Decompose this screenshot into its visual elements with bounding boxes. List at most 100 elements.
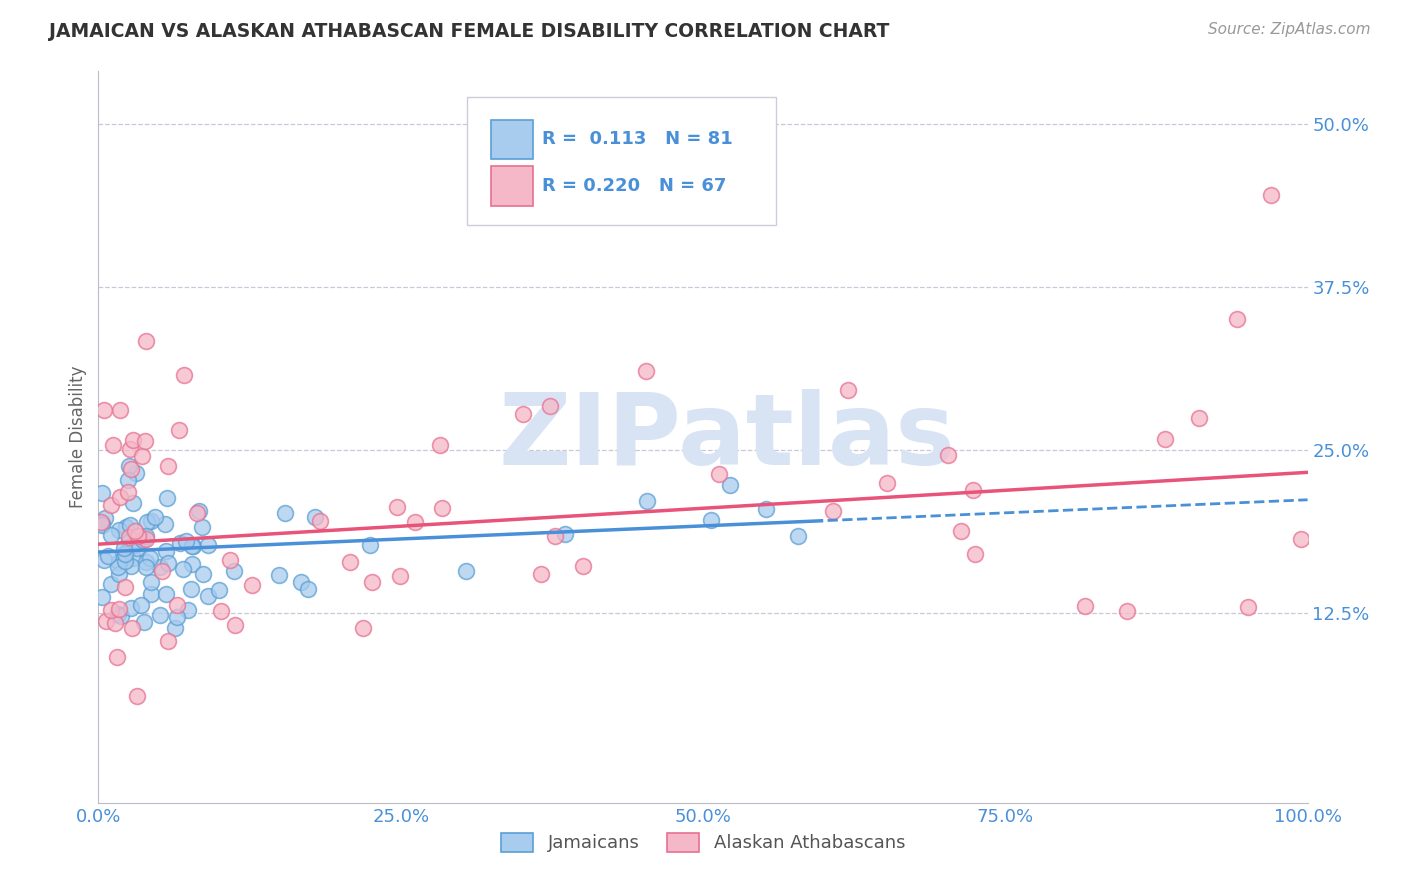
- Point: [105, 650, 128, 665]
- Point: [222, 564, 245, 578]
- Point: [240, 578, 263, 592]
- Point: [91, 517, 114, 532]
- Point: [103, 438, 125, 452]
- Point: [118, 458, 141, 473]
- Point: [224, 618, 246, 632]
- Point: [169, 423, 191, 437]
- Point: [269, 568, 291, 582]
- Point: [700, 513, 723, 527]
- Point: [118, 530, 141, 544]
- Point: [125, 541, 148, 556]
- Point: [122, 496, 145, 510]
- Point: [93, 511, 115, 525]
- Point: [108, 524, 131, 538]
- Point: [139, 551, 162, 566]
- Point: [176, 603, 198, 617]
- Point: [107, 559, 129, 574]
- Point: [755, 502, 778, 516]
- Point: [404, 515, 426, 529]
- Point: [572, 558, 595, 573]
- Point: [962, 483, 984, 498]
- Point: [707, 467, 730, 481]
- Point: [112, 541, 135, 555]
- Point: [554, 527, 576, 541]
- Point: [136, 515, 159, 529]
- Point: [93, 402, 115, 417]
- Point: [114, 554, 136, 568]
- Point: [538, 400, 561, 414]
- Point: [544, 528, 567, 542]
- Point: [127, 529, 149, 543]
- Point: [125, 690, 148, 704]
- Point: [389, 569, 412, 583]
- Point: [530, 566, 553, 581]
- Point: [197, 538, 219, 552]
- Point: [107, 602, 129, 616]
- Point: [132, 615, 155, 629]
- Point: [110, 491, 132, 505]
- Point: [359, 538, 381, 552]
- Point: [950, 524, 973, 539]
- Point: [181, 539, 204, 553]
- Legend: Jamaicans, Alaskan Athabascans: Jamaicans, Alaskan Athabascans: [494, 826, 912, 860]
- Point: [339, 556, 361, 570]
- Point: [124, 524, 146, 538]
- Point: [91, 590, 114, 604]
- Point: [304, 509, 326, 524]
- Point: [132, 533, 155, 547]
- Point: [183, 539, 205, 553]
- Point: [149, 560, 172, 574]
- Point: [181, 557, 204, 571]
- Point: [141, 575, 163, 590]
- Point: [361, 574, 384, 589]
- Point: [309, 515, 332, 529]
- FancyBboxPatch shape: [492, 167, 533, 206]
- Point: [1260, 188, 1282, 202]
- Point: [876, 475, 898, 490]
- Point: [173, 368, 195, 382]
- Point: [129, 598, 152, 612]
- Point: [143, 510, 166, 524]
- Point: [114, 519, 136, 533]
- Point: [186, 506, 208, 520]
- Point: [166, 610, 188, 624]
- Text: R = 0.220   N = 67: R = 0.220 N = 67: [543, 178, 727, 195]
- Point: [131, 449, 153, 463]
- Point: [135, 555, 157, 569]
- Point: [134, 434, 156, 448]
- Point: [120, 518, 142, 533]
- Point: [107, 567, 129, 582]
- Point: [219, 553, 242, 567]
- Point: [120, 558, 142, 573]
- Point: [125, 537, 148, 551]
- Point: [91, 516, 114, 531]
- Point: [273, 506, 295, 520]
- Point: [120, 539, 142, 553]
- Point: [430, 500, 453, 515]
- Point: [636, 364, 658, 378]
- Point: [135, 559, 157, 574]
- Point: [512, 408, 534, 422]
- Point: [1236, 599, 1258, 614]
- Point: [157, 556, 180, 570]
- Point: [385, 500, 408, 514]
- Point: [114, 547, 136, 561]
- Point: [94, 614, 117, 628]
- Point: [104, 616, 127, 631]
- Point: [121, 622, 143, 636]
- Point: [108, 402, 131, 417]
- Point: [100, 577, 122, 591]
- Text: Source: ZipAtlas.com: Source: ZipAtlas.com: [1208, 22, 1371, 37]
- Point: [100, 603, 122, 617]
- Point: [456, 564, 478, 578]
- Point: [1291, 532, 1313, 546]
- Point: [107, 607, 129, 622]
- Point: [187, 504, 209, 518]
- Point: [114, 546, 136, 560]
- Point: [163, 621, 186, 635]
- Point: [297, 582, 319, 597]
- Point: [90, 515, 112, 529]
- Point: [1226, 312, 1249, 326]
- Point: [636, 494, 658, 508]
- Point: [290, 575, 312, 590]
